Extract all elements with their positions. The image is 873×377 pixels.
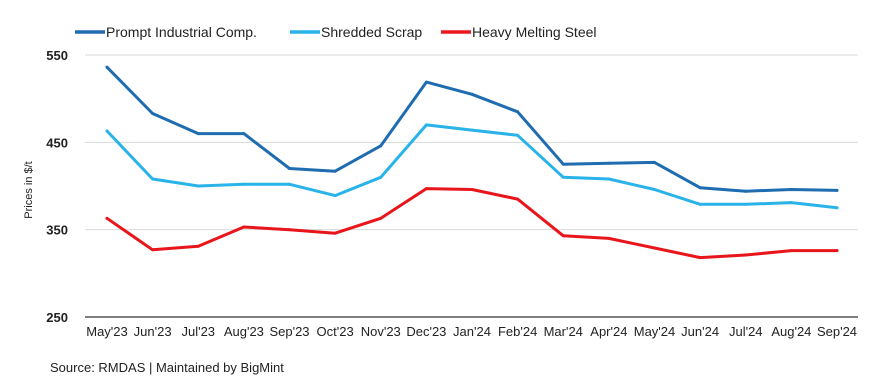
data-point [105, 129, 109, 133]
y-tick-label: 250 [46, 310, 68, 325]
legend-item: Heavy Melting Steel [441, 24, 597, 40]
data-point [379, 144, 383, 148]
legend-label: Shredded Scrap [321, 24, 422, 40]
legend-item: Shredded Scrap [290, 24, 422, 40]
data-point [196, 244, 200, 248]
data-point [105, 216, 109, 220]
data-point [470, 187, 474, 191]
series-line-shredded-scrap [105, 123, 839, 210]
data-point [470, 128, 474, 132]
data-point [607, 236, 611, 240]
x-tick-label: Nov'23 [361, 324, 401, 339]
data-point [288, 167, 291, 171]
legend-label: Prompt Industrial Comp. [106, 24, 257, 40]
x-tick-label: Oct'23 [317, 324, 354, 339]
legend-label: Heavy Melting Steel [472, 24, 597, 40]
x-tick-label: Aug'23 [224, 324, 264, 339]
data-point [151, 112, 155, 116]
data-point [424, 187, 428, 191]
data-point [333, 169, 337, 173]
source-note: Source: RMDAS | Maintained by BigMint [50, 360, 284, 375]
x-tick-label: Jul'24 [729, 324, 763, 339]
data-point [607, 161, 611, 165]
data-point [744, 253, 748, 257]
data-point [288, 182, 291, 186]
data-point [653, 246, 656, 250]
data-point [653, 187, 656, 191]
data-point [196, 184, 200, 188]
x-axis-ticks: May'23 Jun'23 Jul'23 Aug'23 Sep'23 Oct'23 Nov'… [86, 324, 857, 339]
legend: Prompt Industrial Comp. Shredded Scrap Hea… [75, 24, 597, 40]
series-line-heavy-melting-steel [105, 187, 839, 260]
data-point [789, 187, 793, 191]
x-tick-label: Sep'23 [269, 324, 309, 339]
data-point [698, 202, 702, 206]
data-point [744, 189, 748, 193]
data-point [196, 132, 200, 136]
x-tick-label: May'24 [634, 324, 676, 339]
data-point [698, 256, 702, 260]
gridlines [85, 54, 858, 318]
data-point [151, 248, 155, 252]
data-point [789, 249, 793, 253]
data-point [333, 194, 337, 198]
x-tick-label: Jun'24 [681, 324, 719, 339]
x-tick-label: Mar'24 [544, 324, 583, 339]
data-point [516, 197, 520, 201]
data-point [607, 177, 611, 181]
data-point [470, 92, 474, 96]
data-point [516, 110, 520, 114]
data-point [561, 234, 565, 238]
data-point [789, 201, 793, 205]
data-point [561, 162, 565, 166]
x-tick-label: May'23 [86, 324, 128, 339]
x-tick-label: Sep'24 [817, 324, 857, 339]
data-point [379, 216, 383, 220]
data-point [835, 206, 839, 210]
y-tick-label: 450 [46, 135, 68, 150]
x-tick-label: Aug'24 [771, 324, 811, 339]
data-point [516, 133, 520, 137]
series-lines [105, 65, 839, 260]
data-point [379, 175, 383, 179]
data-point [288, 228, 291, 232]
data-point [561, 175, 565, 179]
x-tick-label: Jun'23 [134, 324, 172, 339]
y-axis-ticks: 250 350 450 550 [46, 48, 68, 325]
data-point [242, 182, 246, 186]
y-axis-title: Prices in $/t [23, 161, 35, 218]
data-point [242, 132, 246, 136]
data-point [424, 80, 428, 84]
data-point [242, 225, 246, 229]
data-point [653, 160, 656, 164]
data-point [333, 231, 337, 235]
x-tick-label: Feb'24 [498, 324, 537, 339]
legend-item: Prompt Industrial Comp. [75, 24, 257, 40]
x-tick-label: Jan'24 [453, 324, 491, 339]
data-point [835, 249, 839, 253]
data-point [835, 188, 839, 192]
x-tick-label: Apr'24 [590, 324, 627, 339]
data-point [744, 202, 748, 206]
data-point [424, 123, 428, 127]
x-tick-label: Jul'23 [181, 324, 215, 339]
y-tick-label: 350 [46, 223, 68, 238]
y-tick-label: 550 [46, 48, 68, 63]
x-tick-label: Dec'23 [406, 324, 446, 339]
data-point [698, 186, 702, 190]
data-point [105, 65, 109, 69]
data-point [151, 177, 155, 181]
